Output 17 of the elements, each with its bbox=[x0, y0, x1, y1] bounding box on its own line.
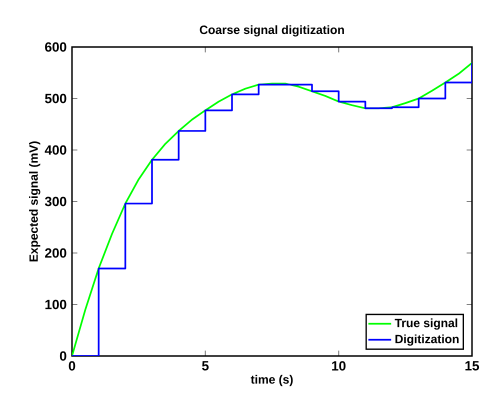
y-tick-label: 300 bbox=[44, 196, 66, 206]
x-tick-label: 15 bbox=[465, 361, 480, 370]
chart-title: Coarse signal digitization bbox=[200, 25, 344, 36]
y-tick-label: 500 bbox=[44, 94, 66, 104]
legend-label: Digitization bbox=[395, 334, 459, 346]
y-tick-label: 600 bbox=[45, 42, 66, 52]
y-tick-label: 400 bbox=[44, 145, 66, 155]
y-tick-label: 0 bbox=[60, 351, 66, 361]
y-axis-title: Expected signal (mV) bbox=[29, 141, 40, 262]
x-tick-label: 5 bbox=[202, 361, 209, 370]
legend-label: True signal bbox=[394, 318, 458, 330]
y-tick-label: 200 bbox=[45, 248, 66, 258]
x-axis-title: time (s) bbox=[250, 374, 293, 386]
x-tick-label: 0 bbox=[68, 361, 76, 371]
x-tick-label: 10 bbox=[332, 361, 346, 371]
line-series bbox=[72, 62, 472, 356]
y-tick-label: 100 bbox=[45, 300, 66, 310]
